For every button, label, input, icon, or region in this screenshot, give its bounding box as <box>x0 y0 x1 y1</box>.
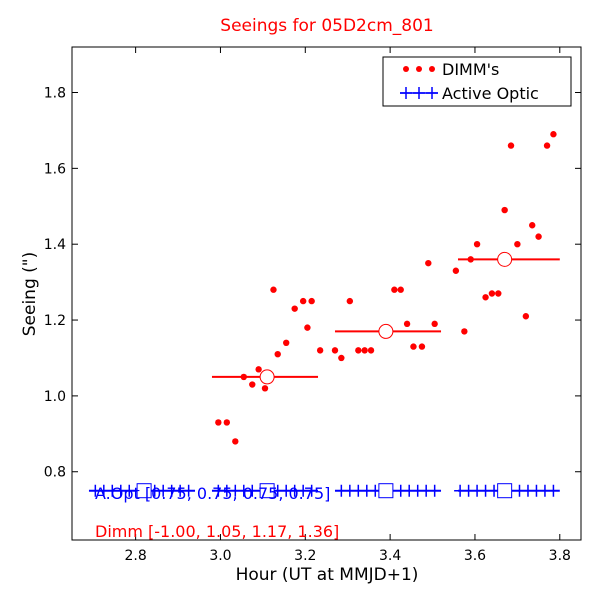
dimm-point <box>425 259 432 267</box>
x-tick-label: 3.0 <box>209 548 231 564</box>
x-tick-label: 3.6 <box>464 548 486 564</box>
legend: DIMM's Active Optic <box>382 56 572 107</box>
dimm-point <box>535 233 542 240</box>
y-tick-label: 0.8 <box>44 465 66 481</box>
dimm-point <box>299 297 307 305</box>
legend-label-aopt: Active Optic <box>442 84 539 103</box>
dimm-point <box>501 206 508 214</box>
dimm-point <box>291 305 298 312</box>
dimm-point <box>550 131 557 138</box>
aopt-annotation: A.Opt [0.75, 0.75, 0.75, 0.75] <box>95 484 330 503</box>
dimm-point <box>529 222 536 229</box>
y-axis-label: Seeing (") <box>20 252 40 337</box>
x-tick-label: 3.2 <box>294 548 316 564</box>
dimm-point <box>397 286 404 293</box>
dimm-point <box>261 385 269 392</box>
y-tick-label: 1.4 <box>44 237 66 253</box>
aopt-bin-marker <box>136 483 152 499</box>
dimm-point <box>331 347 339 354</box>
dimm-point <box>482 294 489 301</box>
dimm-point <box>274 350 281 358</box>
dimm-point <box>391 286 398 293</box>
dimm-point <box>452 267 460 274</box>
dimm-point <box>249 381 256 388</box>
dimm-point <box>215 419 222 426</box>
dimm-point <box>232 438 239 445</box>
dimm-point <box>361 347 368 354</box>
dimm-point <box>403 320 411 328</box>
dimm-point <box>522 313 530 320</box>
aopt-bin-marker <box>259 483 275 499</box>
dimm-point <box>495 290 502 297</box>
dimm-point <box>514 241 521 248</box>
dimm-point <box>304 324 311 331</box>
y-tick-label: 1.0 <box>44 389 66 405</box>
dimm-annotation: Dimm [-1.00, 1.05, 1.17, 1.36] <box>95 522 339 541</box>
data-layer <box>88 131 560 499</box>
dimm-point <box>543 142 551 149</box>
dimm-point <box>270 286 277 293</box>
dimm-point <box>223 419 231 426</box>
x-tick-label: 2.8 <box>124 548 146 564</box>
dimm-point <box>461 328 468 335</box>
dimm-point <box>473 241 481 248</box>
y-tick-label: 1.6 <box>44 161 66 177</box>
dimm-point <box>507 142 515 149</box>
dimm-point <box>418 343 426 350</box>
x-tick-label: 3.4 <box>379 548 401 564</box>
dimm-bin-marker <box>378 323 394 339</box>
dimm-point <box>346 297 354 305</box>
dimm-point <box>338 354 345 362</box>
x-axis-label: Hour (UT at MMJD+1) <box>236 565 419 585</box>
plot-frame <box>71 46 582 541</box>
aopt-bin-marker <box>378 483 394 499</box>
dimm-point <box>488 290 496 297</box>
x-tick-label: 3.8 <box>549 548 571 564</box>
y-tick-label: 1.8 <box>44 86 66 102</box>
dimm-point <box>410 343 417 350</box>
dimm-point <box>316 347 324 354</box>
dimm-point <box>283 339 290 346</box>
legend-label-dimm: DIMM's <box>442 60 499 79</box>
aopt-bin-marker <box>497 483 513 499</box>
chart-title: Seeings for 05D2cm_801 <box>220 16 433 36</box>
dimm-point <box>255 366 262 373</box>
dimm-point <box>355 347 362 354</box>
dimm-bin-marker <box>259 369 275 385</box>
dimm-point <box>367 347 375 354</box>
plot-area: 2.8 3.0 3.2 3.4 3.6 3.8 0.8 1.0 1.2 1.4 1.6 1.8 A.Op… <box>44 46 582 564</box>
legend-dimm-marker <box>429 66 435 72</box>
dimm-point <box>431 320 438 328</box>
dimm-bin-marker <box>497 251 513 267</box>
dimm-point <box>308 297 315 305</box>
y-tick-label: 1.2 <box>44 313 66 329</box>
legend-dimm-marker <box>416 66 422 72</box>
legend-dimm-marker <box>403 66 409 72</box>
legend-box <box>382 56 572 107</box>
